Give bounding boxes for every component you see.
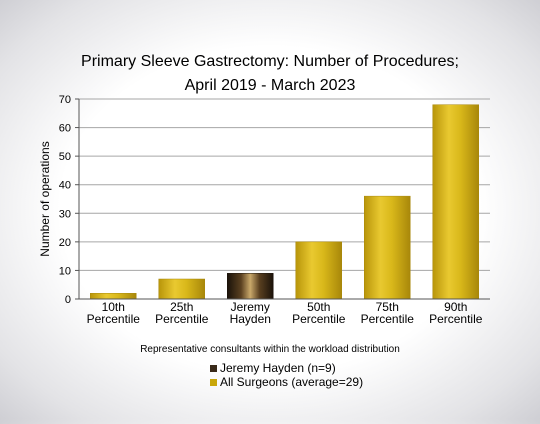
- x-category-label: Percentile: [361, 312, 415, 326]
- legend-label-jeremy-hayden: Jeremy Hayden (n=9): [220, 361, 336, 375]
- x-category-label: Percentile: [292, 312, 346, 326]
- x-category-label: Jeremy: [231, 300, 270, 314]
- x-category-label: 50th: [307, 300, 330, 314]
- legend-label-all-surgeons: All Surgeons (average=29): [220, 375, 363, 389]
- x-category-label: Percentile: [429, 312, 483, 326]
- x-axis-title: Representative consultants within the wo…: [140, 344, 400, 355]
- y-axis-title: Number of operations: [38, 141, 52, 256]
- y-tick-label: 10: [59, 265, 71, 277]
- chart-title-line-1: Primary Sleeve Gastrectomy: Number of Pr…: [81, 53, 459, 70]
- bar-50th-percentile: [295, 241, 342, 300]
- y-tick-label: 60: [59, 123, 71, 135]
- bar-90th-percentile: [432, 104, 479, 300]
- chart-title-line-2: April 2019 - March 2023: [185, 77, 356, 94]
- x-category-label: 10th: [102, 300, 125, 314]
- x-category-label: Hayden: [230, 312, 271, 326]
- bar-10th-percentile: [90, 293, 137, 300]
- y-tick-label: 70: [59, 94, 71, 106]
- x-category-label: 75th: [376, 300, 399, 314]
- y-tick-label: 40: [59, 180, 71, 192]
- y-tick-label: 50: [59, 151, 71, 163]
- gridlines: [79, 98, 490, 271]
- legend-swatch-all-surgeons: [210, 379, 217, 386]
- y-tick-labels: 0 10 20 30 40 50 60 70: [59, 94, 71, 306]
- y-tick-label: 30: [59, 208, 71, 220]
- x-category-label: 90th: [444, 300, 467, 314]
- x-category-label: Percentile: [155, 312, 209, 326]
- bar-75th-percentile: [364, 195, 411, 300]
- bar-jeremy-hayden: [227, 273, 274, 300]
- axes: [75, 98, 490, 300]
- x-category-label: 25th: [170, 300, 193, 314]
- y-tick-label: 20: [59, 237, 71, 249]
- chart-title: Primary Sleeve Gastrectomy: Number of Pr…: [81, 53, 459, 94]
- x-category-label: Percentile: [87, 312, 141, 326]
- bars: [90, 104, 479, 300]
- bar-25th-percentile: [158, 278, 205, 300]
- legend-swatch-jeremy-hayden: [210, 365, 217, 372]
- legend: Jeremy Hayden (n=9)All Surgeons (average…: [210, 361, 363, 389]
- y-tick-label: 0: [65, 294, 71, 306]
- x-category-labels: 10thPercentile25thPercentileJeremyHayden…: [87, 300, 483, 326]
